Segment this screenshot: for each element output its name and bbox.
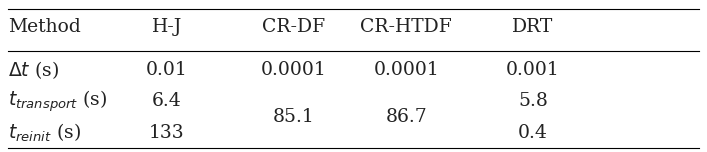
Text: $\Delta t$ (s): $\Delta t$ (s) bbox=[8, 59, 59, 81]
Text: 0.4: 0.4 bbox=[518, 124, 548, 142]
Text: 0.0001: 0.0001 bbox=[373, 61, 439, 79]
Text: 6.4: 6.4 bbox=[152, 92, 182, 110]
Text: 0.001: 0.001 bbox=[506, 61, 560, 79]
Text: CR-HTDF: CR-HTDF bbox=[361, 18, 452, 36]
Text: 85.1: 85.1 bbox=[273, 108, 315, 126]
Text: 0.01: 0.01 bbox=[146, 61, 188, 79]
Text: 0.0001: 0.0001 bbox=[261, 61, 327, 79]
Text: 86.7: 86.7 bbox=[385, 108, 427, 126]
Text: $t_{transport}$ (s): $t_{transport}$ (s) bbox=[8, 89, 107, 114]
Text: CR-DF: CR-DF bbox=[262, 18, 325, 36]
Text: $t_{reinit}$ (s): $t_{reinit}$ (s) bbox=[8, 122, 81, 144]
Text: 5.8: 5.8 bbox=[518, 92, 548, 110]
Text: Method: Method bbox=[8, 18, 81, 36]
Text: DRT: DRT bbox=[513, 18, 554, 36]
Text: 133: 133 bbox=[149, 124, 185, 142]
Text: H-J: H-J bbox=[152, 18, 182, 36]
